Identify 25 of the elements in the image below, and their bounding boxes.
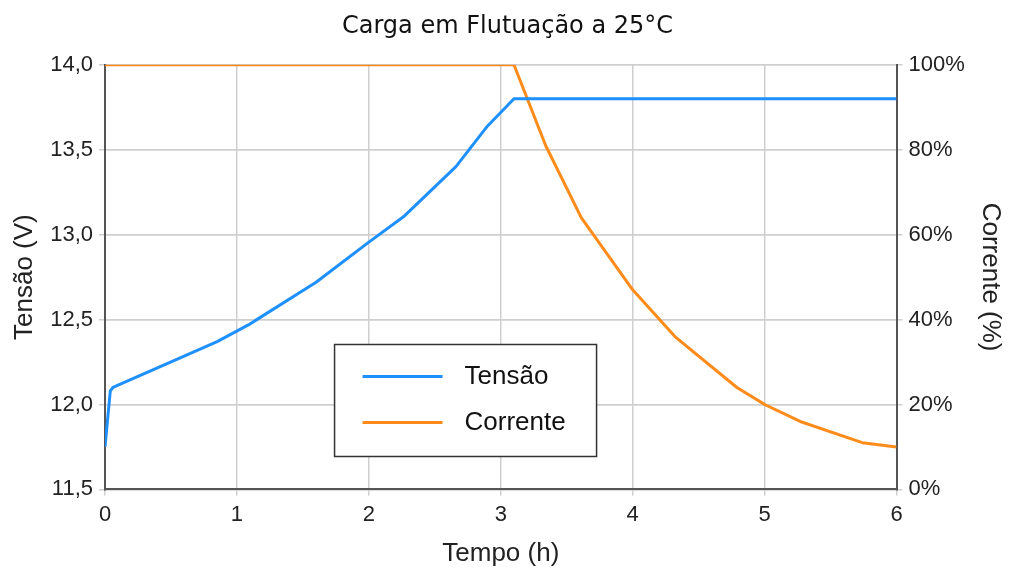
y-tick-label: 13,5 (50, 135, 94, 161)
y2-tick-label: 100% (908, 50, 965, 76)
y-tick-label: 14,0 (50, 50, 94, 76)
x-axis-title: Tempo (h) (442, 536, 560, 567)
y-tick-label: 12,5 (50, 305, 94, 331)
y2-tick-label: 80% (908, 135, 953, 161)
chart-title: Carga em Flutuação a 25°C (341, 10, 674, 39)
y2-tick-label: 0% (908, 475, 941, 501)
x-tick-label: 2 (362, 500, 375, 526)
x-tick-label: 3 (494, 500, 507, 526)
x-tick-label: 0 (98, 500, 112, 526)
y2-tick-label: 40% (908, 305, 953, 331)
x-tick-label: 4 (626, 500, 639, 526)
y2-axis-title: Corrente (%) (977, 202, 1008, 352)
x-tick-label: 5 (758, 500, 771, 526)
legend-label: Corrente (464, 405, 566, 436)
y2-tick-label: 20% (908, 390, 953, 416)
x-tick-label: 1 (230, 500, 244, 526)
y-tick-label: 12,0 (50, 390, 94, 416)
y-tick-label: 11,5 (51, 475, 94, 501)
x-tick-label: 6 (890, 500, 903, 526)
legend-label: Tensão (464, 359, 549, 390)
y-axis-title: Tensão (V) (7, 214, 38, 340)
y-tick-label: 13,0 (50, 220, 94, 246)
y2-tick-label: 60% (908, 220, 953, 246)
